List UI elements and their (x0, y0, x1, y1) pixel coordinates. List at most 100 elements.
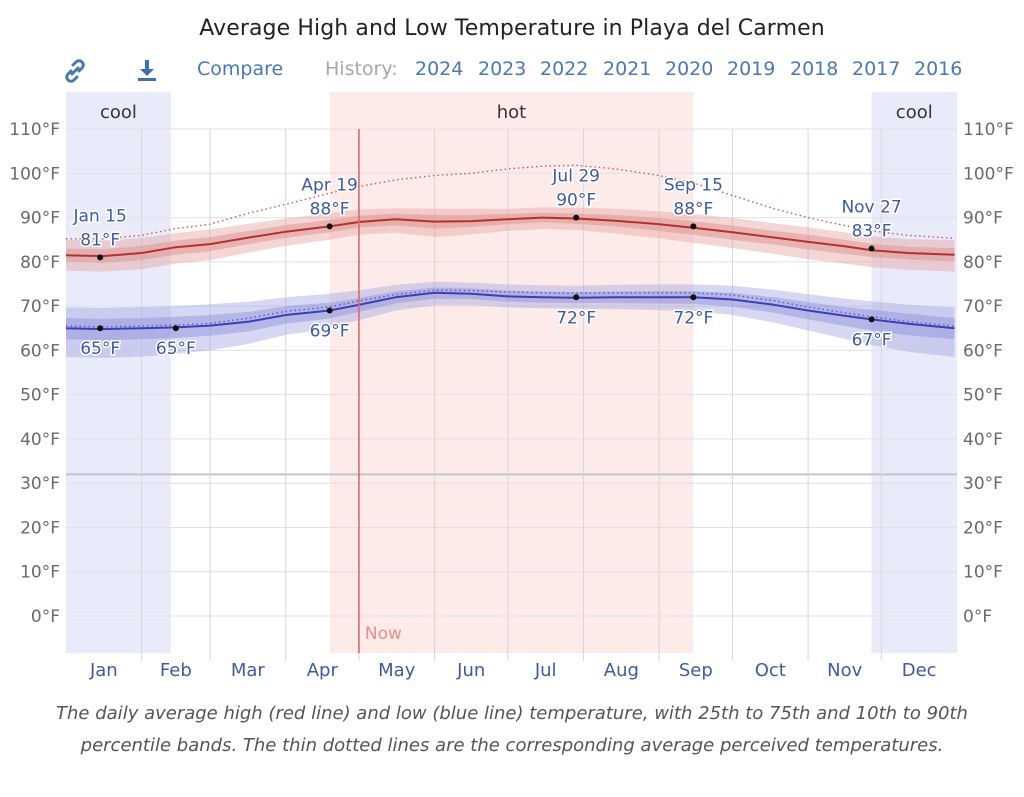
season-label-cool: cool (100, 102, 137, 123)
history-year-2019[interactable]: 2019 (727, 58, 776, 80)
y-axis-right: 0°F 10°F 20°F 30°F 40°F 50°F 60°F 70°F 80°F 90°F 1… (963, 120, 1014, 627)
gridlines (66, 128, 957, 661)
annotation-value: 65°F (156, 339, 196, 359)
y-tick-label-left: 50°F (20, 386, 60, 406)
x-tick-label: Nov (827, 660, 862, 681)
history-year-2023[interactable]: 2023 (478, 58, 527, 80)
chart-title: Average High and Low Temperature in Play… (199, 16, 825, 41)
low-band-10-90 (66, 281, 955, 358)
annotation-date: Sep 15 (664, 175, 723, 195)
annotation-date: Nov 27 (841, 198, 901, 218)
annotation-value: 65°F (80, 339, 120, 359)
annotation-point (868, 245, 875, 252)
y-tick-label-right: 90°F (963, 209, 1003, 229)
y-tick-label-left: 100°F (9, 164, 60, 184)
chart-toolbar: Compare History: 2024 2023 2022 2021 202… (0, 58, 1024, 88)
x-tick-label: Jun (456, 660, 485, 681)
y-tick-label-right: 100°F (963, 164, 1014, 184)
y-tick-label-left: 70°F (20, 297, 60, 317)
annotation-value: 67°F (852, 330, 892, 350)
season-label-hot: hot (497, 102, 526, 123)
annotation-date: Jul 29 (551, 167, 600, 187)
perceived-low-line (65, 289, 955, 328)
y-tick-label-right: 70°F (963, 297, 1003, 317)
y-tick-label-left: 110°F (9, 120, 60, 140)
chart-caption: The daily average high (red line) and lo… (56, 703, 968, 756)
y-axis-left: 0°F 10°F 20°F 30°F 40°F 50°F 60°F 70°F 80°F 90°F 1… (9, 120, 60, 627)
annotation-value: 72°F (673, 308, 713, 328)
y-tick-label-right: 0°F (963, 607, 992, 627)
y-tick-label-right: 50°F (963, 386, 1003, 406)
annotation-point (326, 223, 333, 230)
now-label: Now (365, 624, 402, 644)
season-band-hot (329, 92, 694, 653)
annotation-value: 88°F (673, 199, 713, 219)
y-tick-label-right: 80°F (963, 253, 1003, 273)
annotation-point (573, 214, 580, 221)
x-tick-label: Feb (160, 660, 192, 681)
series-lines (65, 164, 955, 331)
history-year-2016[interactable]: 2016 (914, 58, 963, 80)
season-label-cool: cool (896, 102, 933, 123)
link-icon[interactable] (62, 58, 88, 84)
annotation-point (690, 294, 697, 301)
annotation-value: 72°F (556, 308, 596, 328)
high-band-10-90 (66, 207, 955, 272)
annotation-date: Apr 19 (301, 175, 357, 195)
y-tick-label-right: 30°F (963, 474, 1003, 494)
x-tick-label: Oct (755, 660, 786, 681)
annotation-point (868, 316, 875, 323)
y-tick-label-left: 40°F (20, 430, 60, 450)
annotation-point (97, 254, 104, 261)
history-year-2022[interactable]: 2022 (540, 58, 589, 80)
season-band-cool (66, 92, 171, 653)
annotation-point (172, 325, 179, 332)
y-tick-label-left: 80°F (20, 253, 60, 273)
x-tick-label: May (378, 660, 416, 681)
now-marker: Now (358, 129, 402, 653)
y-tick-label-right: 60°F (963, 341, 1003, 361)
history-year-2017[interactable]: 2017 (852, 58, 901, 80)
x-tick-label: Mar (231, 660, 266, 681)
history-year-2021[interactable]: 2021 (603, 58, 652, 80)
y-tick-label-right: 10°F (963, 563, 1003, 583)
y-tick-label-left: 10°F (20, 563, 60, 583)
temperature-chart: cool hot cool Now 81°F Jan 15 88°F Apr 19 90°F… (9, 92, 1014, 681)
high-band-25-75 (66, 212, 955, 263)
annotation-points (97, 214, 875, 332)
annotation-date: Jan 15 (73, 206, 127, 226)
percentile-bands (66, 207, 955, 358)
history-year-2024[interactable]: 2024 (415, 58, 464, 80)
annotation-value: 83°F (852, 222, 892, 242)
compare-link[interactable]: Compare (197, 58, 284, 80)
annotation-labels: 81°F Jan 15 88°F Apr 19 90°F Jul 29 88°F Sep 15… (71, 165, 903, 361)
annotation-point (97, 325, 104, 332)
annotation-value: 81°F (80, 230, 120, 250)
season-bands: cool hot cool (66, 92, 957, 653)
y-tick-label-left: 0°F (31, 607, 60, 627)
annotation-point (690, 223, 697, 230)
annotation-point (573, 294, 580, 301)
history-year-2018[interactable]: 2018 (790, 58, 839, 80)
low-band-25-75 (66, 287, 955, 341)
download-icon[interactable] (134, 58, 160, 84)
annotation-value: 90°F (556, 191, 596, 211)
perceived-high-line (66, 164, 955, 240)
average-high-line (65, 216, 955, 258)
y-tick-label-left: 20°F (20, 518, 60, 538)
history-year-2020[interactable]: 2020 (665, 58, 714, 80)
annotation-value: 88°F (310, 199, 350, 219)
x-tick-label: Dec (902, 660, 937, 681)
history-label: History: (325, 58, 398, 80)
annotation-point (326, 307, 333, 314)
x-tick-label: Apr (307, 660, 339, 681)
y-tick-label-right: 20°F (963, 518, 1003, 538)
y-tick-label-left: 30°F (20, 474, 60, 494)
y-tick-label-right: 110°F (963, 120, 1014, 140)
x-tick-label: Jul (534, 660, 557, 681)
x-tick-label: Sep (679, 660, 713, 681)
y-tick-label-right: 40°F (963, 430, 1003, 450)
y-tick-label-left: 90°F (20, 209, 60, 229)
x-tick-label: Jan (89, 660, 118, 681)
average-low-line (65, 291, 955, 331)
